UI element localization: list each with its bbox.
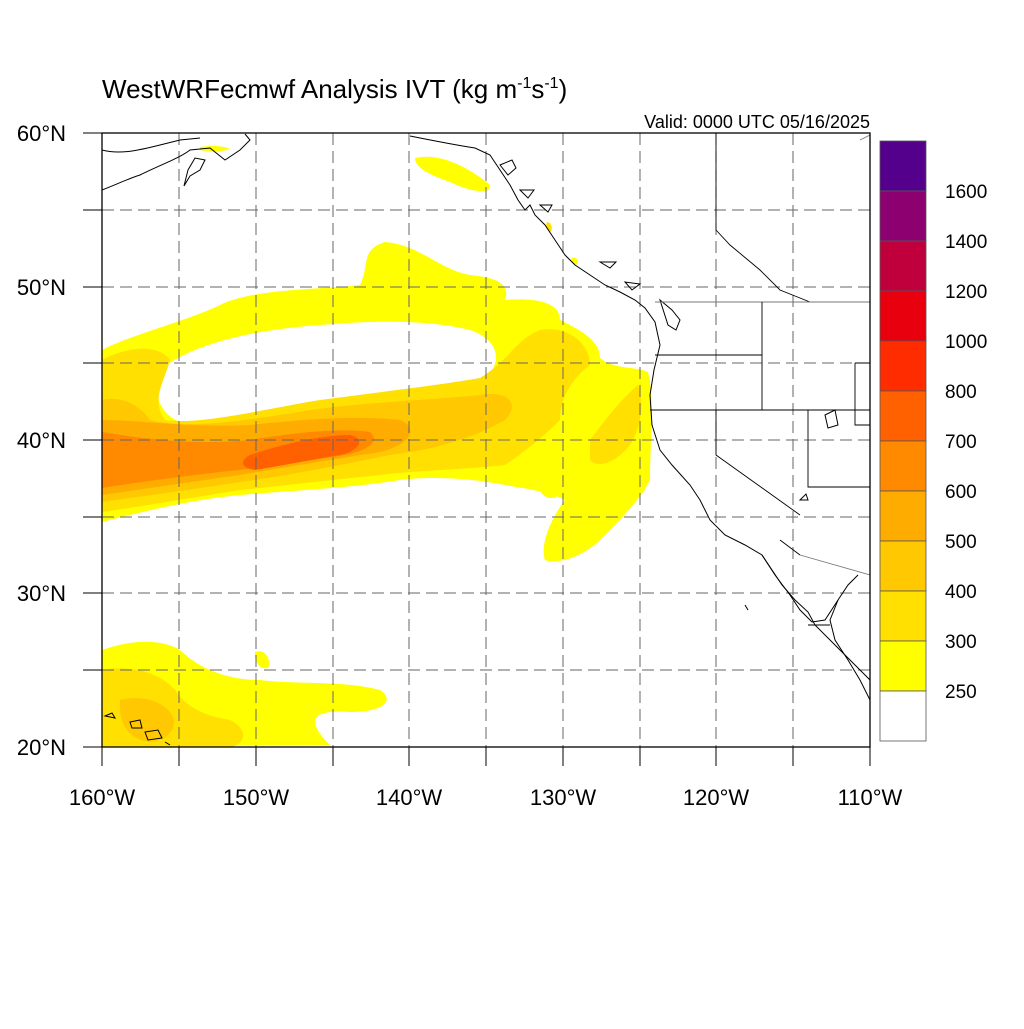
- colorbar-label: 800: [945, 382, 977, 403]
- lat-label: 40°N: [17, 428, 66, 453]
- colorbar-swatch: [879, 390, 927, 442]
- colorbar-swatch: [879, 140, 927, 192]
- colorbar-label: 700: [945, 432, 977, 453]
- colorbar-swatch: [879, 540, 927, 592]
- colorbar-swatch: [879, 340, 927, 392]
- ivt-contour-700: [243, 435, 360, 470]
- graticule: [102, 133, 870, 747]
- colorbar-label: 1200: [945, 282, 987, 303]
- lon-label: 140°W: [376, 785, 443, 810]
- lat-label: 30°N: [17, 581, 66, 606]
- colorbar-label: 250: [945, 682, 977, 703]
- colorbar-label: 300: [945, 632, 977, 653]
- colorbar-label: 1600: [945, 182, 987, 203]
- lon-label: 130°W: [530, 785, 597, 810]
- colorbar-swatch: [879, 240, 927, 292]
- colorbar-label: 400: [945, 582, 977, 603]
- borders: [650, 133, 870, 626]
- colorbar-swatch: [879, 590, 927, 642]
- colorbar-swatch: [879, 440, 927, 492]
- coastlines: [102, 133, 870, 746]
- colorbar-label: 1000: [945, 332, 987, 353]
- colorbar-label: 600: [945, 482, 977, 503]
- lon-label: 150°W: [223, 785, 290, 810]
- map-title: WestWRFecmwf Analysis IVT (kg m-1s-1): [102, 74, 567, 104]
- colorbar-swatch: [879, 290, 927, 342]
- lat-label: 60°N: [17, 121, 66, 146]
- ivt-contours: [102, 145, 652, 747]
- colorbar-swatch: [879, 190, 927, 242]
- lon-label: 110°W: [838, 785, 903, 810]
- map-area: [102, 133, 870, 747]
- colorbar-swatch: [879, 690, 927, 742]
- lon-label: 120°W: [683, 785, 750, 810]
- colorbar-label: 1400: [945, 232, 987, 253]
- axis-ticks: [83, 132, 871, 766]
- lat-label: 20°N: [17, 735, 66, 760]
- lon-label: 160°W: [69, 785, 136, 810]
- colorbar-label: 500: [945, 532, 977, 553]
- colorbar-swatch: [879, 640, 927, 692]
- valid-time: Valid: 0000 UTC 05/16/2025: [644, 112, 870, 132]
- lon-labels: 160°W 150°W 140°W 130°W 120°W 110°W: [69, 785, 903, 810]
- lat-label: 50°N: [17, 275, 66, 300]
- colorbar-swatch: [879, 490, 927, 542]
- lat-labels: 60°N 50°N 40°N 30°N 20°N: [17, 121, 66, 760]
- colorbar: 1600 1400 1200 1000 800 700 600 500 400 …: [879, 140, 987, 742]
